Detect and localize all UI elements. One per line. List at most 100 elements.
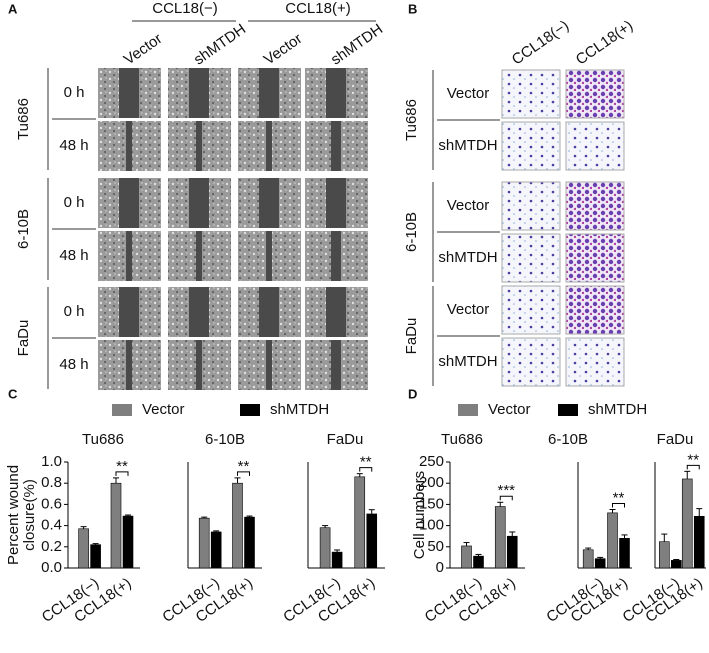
significance-bracket <box>359 467 373 472</box>
row-label: Vector <box>447 85 490 102</box>
bar <box>232 482 243 569</box>
legend-swatch <box>558 404 578 416</box>
column-label: Vector <box>121 30 166 68</box>
significance-bracket <box>115 471 129 476</box>
chart-title: 6-10B <box>548 431 588 448</box>
y-tick-label: 0.8 <box>41 474 62 491</box>
column-label: CCL18(−) <box>509 17 572 68</box>
chart-title: 6-10B <box>205 431 245 448</box>
cell-line-label: Tu686 <box>403 99 420 141</box>
transwell-image <box>565 181 625 231</box>
wound-gap <box>189 287 209 337</box>
significance-label: ** <box>238 458 250 475</box>
wound-gap <box>119 287 139 337</box>
wound-gap <box>126 340 132 390</box>
chart-title: FaDu <box>327 431 364 448</box>
wound-gap <box>266 231 272 281</box>
wound-gap <box>326 68 346 118</box>
bar <box>122 515 134 569</box>
bar <box>607 512 618 569</box>
transwell-image <box>501 285 561 335</box>
column-label: shMTDH <box>328 21 386 69</box>
bar <box>670 560 682 569</box>
bar <box>110 482 122 569</box>
wound-gap <box>266 121 272 171</box>
bar <box>681 478 693 569</box>
y-tick-label: 1.0 <box>41 453 62 470</box>
y-tick-label: 0.0 <box>41 559 62 576</box>
y-tick-label: 50 <box>427 538 444 555</box>
bar <box>658 541 670 569</box>
wound-gap <box>259 287 279 337</box>
significance-bracket <box>237 471 250 476</box>
bar <box>319 527 331 569</box>
bar <box>619 538 630 569</box>
wound-gap <box>119 178 139 228</box>
transwell-image <box>565 69 625 119</box>
panel-letter: A <box>8 1 18 16</box>
chart-title: Tu686 <box>82 431 124 448</box>
wound-gap <box>331 340 341 390</box>
significance-label: ** <box>116 458 128 475</box>
wound-gap <box>196 121 202 171</box>
bar <box>693 515 705 569</box>
transwell-image <box>565 233 625 283</box>
cell-line-label: FaDu <box>403 318 420 355</box>
significance-label: ** <box>687 451 699 468</box>
wound-gap <box>126 231 132 281</box>
transwell-image <box>565 337 625 387</box>
time-label: 0 h <box>64 84 85 101</box>
y-tick-label: 100 <box>419 517 444 534</box>
y-axis-label: Percent wound <box>5 465 22 565</box>
wound-gap <box>326 287 346 337</box>
transwell-image <box>501 69 561 119</box>
wound-gap <box>326 178 346 228</box>
cell-line-label: Tu686 <box>15 98 32 140</box>
wound-gap <box>189 68 209 118</box>
row-label: shMTDH <box>438 137 497 154</box>
time-label: 48 h <box>59 247 88 264</box>
y-tick-label: 0 <box>436 559 444 576</box>
wound-gap <box>331 231 341 281</box>
bar <box>90 544 101 569</box>
transwell-image <box>565 285 625 335</box>
y-axis-label: Cell numbers <box>411 471 428 559</box>
row-label: shMTDH <box>438 249 497 266</box>
wound-gap <box>266 340 272 390</box>
y-tick-label: 200 <box>419 474 444 491</box>
legend-swatch <box>458 404 478 416</box>
bar <box>506 535 518 569</box>
bar <box>210 531 222 569</box>
legend-label: Vector <box>488 401 531 418</box>
wound-gap <box>119 68 139 118</box>
legend-swatch <box>112 404 132 416</box>
transwell-image <box>565 121 625 171</box>
group-label: CCL18(−) <box>152 0 217 17</box>
row-label: Vector <box>447 197 490 214</box>
bar <box>354 476 366 569</box>
bar <box>594 558 606 569</box>
transwell-image <box>501 121 561 171</box>
bar <box>78 528 89 569</box>
wound-gap <box>189 178 209 228</box>
wound-gap <box>196 231 202 281</box>
bar <box>244 516 255 569</box>
column-label: Vector <box>261 30 306 68</box>
bar <box>461 545 472 569</box>
chart-title: Tu686 <box>441 431 483 448</box>
significance-label: ** <box>360 454 372 471</box>
panel-letter: D <box>408 386 417 401</box>
chart-title: FaDu <box>657 431 694 448</box>
bar <box>494 506 506 569</box>
wound-gap <box>126 121 132 171</box>
transwell-image <box>501 337 561 387</box>
significance-label: ** <box>613 489 625 506</box>
panel-letter: B <box>408 1 417 16</box>
significance-bracket <box>612 502 625 508</box>
y-tick-label: 150 <box>419 495 444 512</box>
bar <box>366 513 378 569</box>
cell-line-label: FaDu <box>15 320 32 357</box>
bar <box>198 517 210 569</box>
y-tick-label: 0.2 <box>41 538 62 555</box>
